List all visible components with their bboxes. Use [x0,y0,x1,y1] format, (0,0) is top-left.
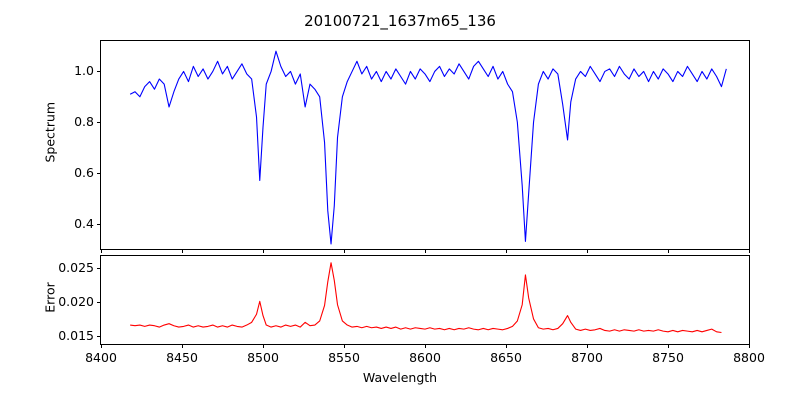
ytick-mark [96,335,100,337]
xtick-label: 8450 [166,350,198,365]
xtick-label: 8400 [85,350,117,365]
xtick-label: 8550 [328,350,360,365]
ytick-mark [96,302,100,304]
xtick-mark [668,249,669,253]
xtick-mark [587,344,588,348]
xtick-mark [101,249,102,253]
xtick-mark [182,344,183,348]
spectrum-line [129,50,727,245]
xtick-mark [506,344,507,348]
spectrum-axes [100,40,750,250]
xtick-mark [425,344,426,348]
xtick-mark [263,249,264,253]
xtick-label: 8500 [247,350,279,365]
ytick-mark [96,172,100,174]
error-axes [100,255,750,345]
error-ytick-label: 0.015 [58,327,94,343]
xtick-label: 8750 [652,350,684,365]
spectrum-ytick-label: 0.8 [74,114,94,130]
xtick-mark [182,249,183,253]
xtick-mark [344,344,345,348]
xtick-label: 8700 [571,350,603,365]
error-line [130,262,722,334]
xtick-label: 8600 [409,350,441,365]
spectrum-ytick-label: 0.4 [74,215,94,231]
x-axis-label: Wavelength [362,370,438,385]
xtick-label: 8800 [733,350,765,365]
ytick-mark [96,71,100,73]
xtick-mark [749,249,750,253]
ytick-mark [96,268,100,270]
xtick-mark [425,249,426,253]
error-ytick-label: 0.025 [58,260,94,276]
spectrum-ytick-label: 0.6 [74,164,94,180]
xtick-mark [749,344,750,348]
xtick-mark [668,344,669,348]
xtick-mark [101,344,102,348]
xtick-mark [587,249,588,253]
spectrum-ytick-label: 1.0 [74,63,94,79]
xtick-mark [344,249,345,253]
ytick-mark [96,122,100,124]
xtick-mark [263,344,264,348]
xtick-mark [506,249,507,253]
xtick-label: 8650 [490,350,522,365]
ytick-mark [96,223,100,225]
chart-title: 20100721_1637m65_136 [304,12,496,30]
error-ytick-label: 0.020 [58,294,94,310]
